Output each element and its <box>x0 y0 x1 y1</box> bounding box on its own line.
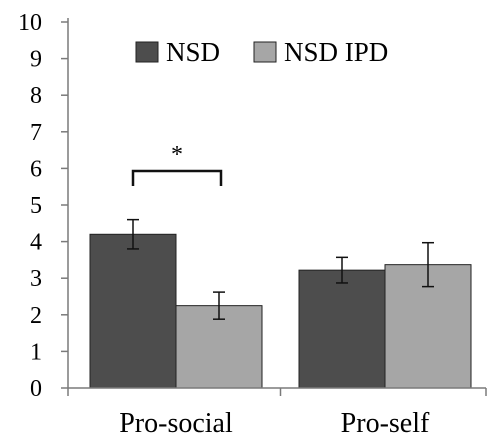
legend-swatch <box>135 41 159 63</box>
error-bars <box>127 218 434 320</box>
x-tick-label: Pro-self <box>341 408 430 439</box>
y-tick-label: 1 <box>30 339 42 365</box>
y-tick-label: 7 <box>30 120 42 146</box>
axes: 0 1 2 3 4 5 6 7 8 9 10 Pro-social Pro-self <box>18 10 487 439</box>
y-tick-label: 9 <box>30 47 42 73</box>
bar-nsd <box>89 233 177 389</box>
x-tick-label: Pro-social <box>119 408 233 439</box>
bar-nsd <box>298 269 386 389</box>
y-tick-label: 8 <box>30 83 42 109</box>
y-tick-label: 4 <box>30 230 42 256</box>
y-tick-label: 2 <box>30 303 42 329</box>
y-tick-label: 0 <box>30 376 42 402</box>
bars <box>89 233 472 389</box>
legend-swatch <box>253 41 277 63</box>
y-tick-label: 5 <box>30 193 42 219</box>
significance-label: * <box>171 142 183 168</box>
y-tick-label: 10 <box>18 10 42 36</box>
significance-annotation: * <box>131 142 223 186</box>
y-tick-label: 3 <box>30 266 42 292</box>
y-tick-label: 6 <box>30 156 42 182</box>
significance-bracket <box>131 169 223 186</box>
legend-label: NSD IPD <box>284 37 388 67</box>
legend-label: NSD <box>166 37 220 67</box>
legend: NSD NSD IPD <box>135 37 388 67</box>
